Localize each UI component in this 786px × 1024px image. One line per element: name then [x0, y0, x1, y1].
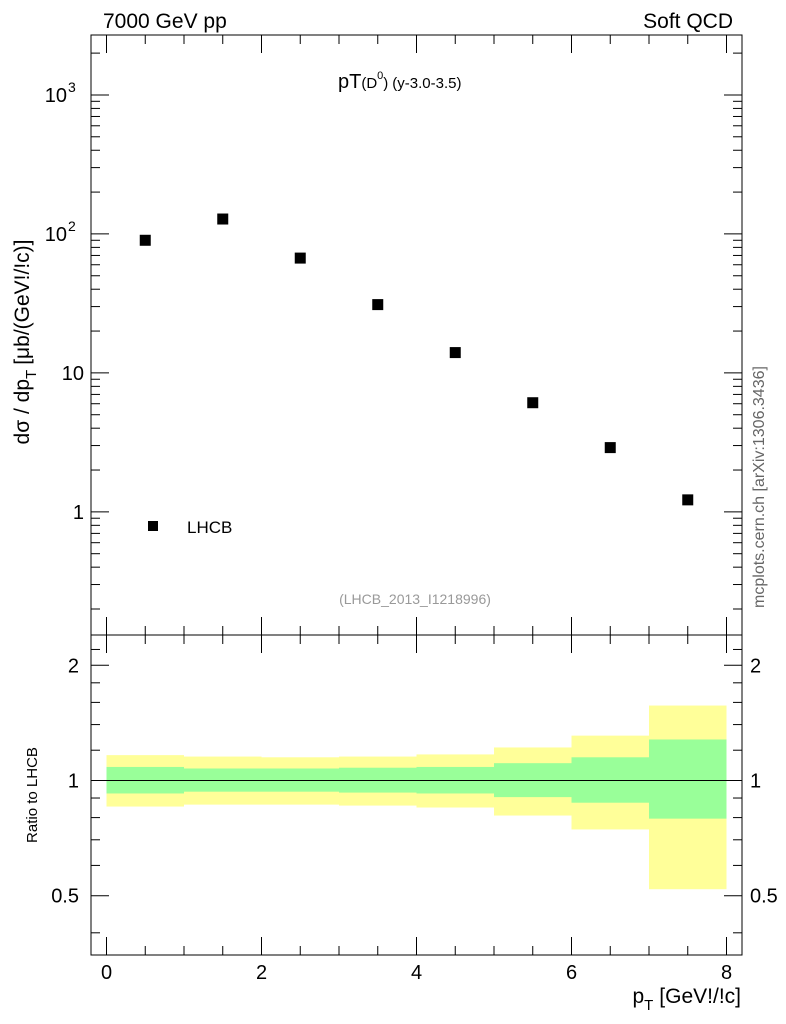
ratio-y-tick-label-right: 2	[750, 655, 761, 677]
data-point	[139, 234, 151, 246]
ratio-x-tick-label: 2	[256, 962, 267, 984]
ratio-x-tick-label: 0	[101, 962, 112, 984]
data-point	[449, 347, 461, 359]
main-title-sub-end: )	[383, 75, 388, 92]
main-title-sub: (D	[361, 75, 377, 92]
main-title-extra: (y-3.0-3.5)	[392, 75, 461, 92]
y-tick-label: 10	[62, 363, 84, 385]
y-tick-exponent: 2	[68, 218, 76, 234]
ratio-band-inner	[649, 739, 727, 819]
y-tick-label: 10	[45, 224, 67, 246]
y-tick-label: 1	[73, 502, 84, 524]
legend-marker	[148, 521, 158, 531]
ratio-y-tick-label: 1	[68, 771, 79, 793]
ratio-band-layer	[91, 705, 742, 890]
side-label: mcplots.cern.ch [arXiv:1306.3436]	[751, 366, 768, 608]
header-left: 7000 GeV pp	[103, 10, 227, 33]
ratio-y-tick-label-right: 0.5	[750, 886, 778, 908]
ratio-y-tick-label: 2	[68, 655, 79, 677]
ratio-x-ticks: 0 2 4 6 8	[101, 635, 732, 984]
y-tick-exponent: 3	[68, 79, 76, 95]
data-point	[294, 252, 306, 264]
main-ylabel-sub: T	[23, 370, 40, 379]
ratio-x-tick-label: 8	[721, 962, 732, 984]
data-point	[372, 299, 384, 311]
main-ylabel-units: [μb/(GeV!/!c)]	[11, 240, 34, 365]
data-point	[682, 494, 694, 506]
main-frame	[90, 34, 743, 636]
ratio-y-ticks: 0.5 0.5 1 1 2 2	[51, 634, 778, 934]
main-title-sup: 0	[377, 70, 383, 82]
ratio-y-tick-label-right: 1	[750, 771, 761, 793]
ratio-ylabel: Ratio to LHCB	[24, 747, 41, 843]
main-band-layer	[139, 213, 694, 506]
ratio-band-inner	[571, 757, 649, 803]
data-point	[604, 442, 616, 454]
ratio-panel: 0 2 4 6 8 0.5 0.5 1 1 2 2 Ratio to LHCB pT [GeV!/!…	[24, 634, 778, 1014]
data-point	[527, 397, 539, 409]
main-title: pT(D0) (y-3.0-3.5)	[338, 70, 461, 93]
ratio-xlabel-sub: T	[644, 997, 653, 1014]
ratio-x-tick-label: 6	[566, 962, 577, 984]
ratio-x-tick-label: 4	[411, 962, 422, 984]
data-point	[217, 213, 229, 225]
y-tick-label: 10	[45, 85, 67, 107]
legend-label: LHCB	[187, 518, 232, 537]
ratio-xlabel-text: p	[632, 985, 644, 1008]
reference-label: (LHCB_2013_I1218996)	[339, 591, 491, 607]
main-x-ticks	[106, 35, 727, 635]
main-title-text: pT	[338, 71, 361, 93]
header-right: Soft QCD	[643, 10, 733, 33]
main-ylabel-text: dσ / dp	[11, 379, 34, 445]
ratio-xlabel: pT [GeV!/!c]	[632, 985, 741, 1014]
ratio-xlabel-units: [GeV!/!c]	[659, 985, 741, 1008]
main-ylabel: dσ / dpT [μb/(GeV!/!c)]	[11, 240, 40, 445]
ratio-y-tick-label: 0.5	[51, 886, 79, 908]
